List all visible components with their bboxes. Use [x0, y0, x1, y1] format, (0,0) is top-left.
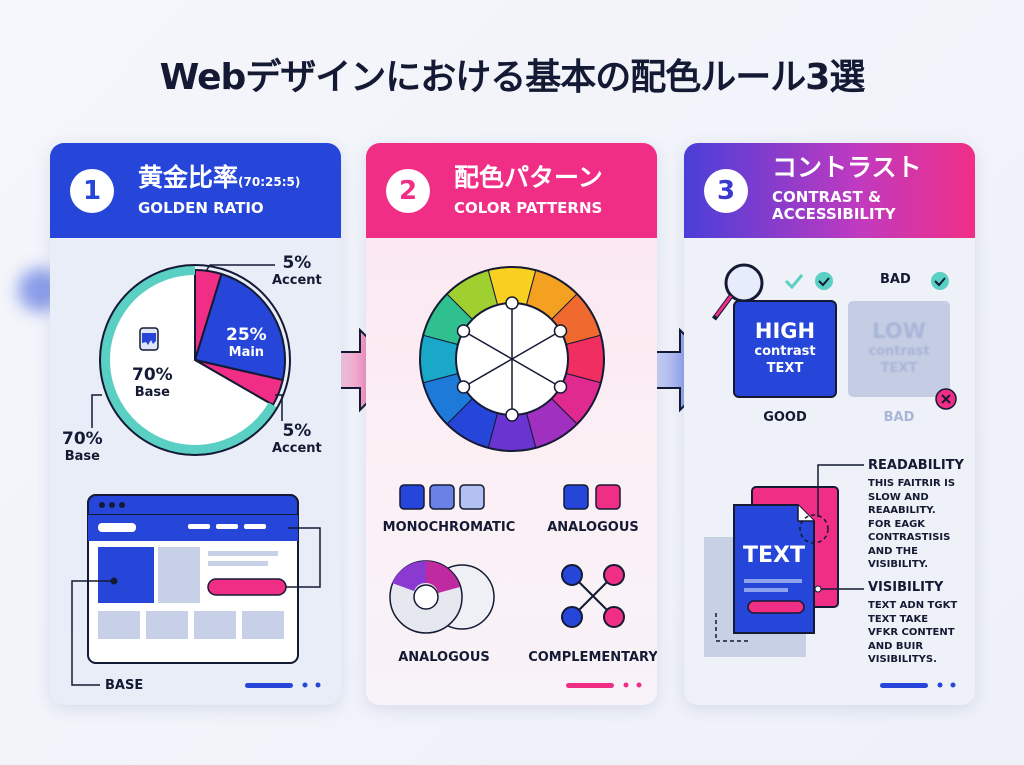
body-line: AND BUIR	[868, 640, 924, 652]
pie-label: Main	[228, 345, 265, 360]
body-line: FOR EAGK	[868, 518, 926, 530]
paint-bucket-icon	[139, 327, 159, 351]
analogous-wheel-icon	[389, 560, 495, 634]
document-icon	[733, 504, 815, 634]
high-contrast-sample: HIGH contrast TEXT	[754, 319, 816, 376]
pie-label-pct: 70%	[132, 365, 173, 385]
bad-caption: BAD	[883, 410, 915, 425]
step-number: 1	[70, 169, 114, 213]
base-label: BASE	[105, 678, 144, 693]
pie-label: Accent	[272, 273, 322, 288]
pie-label-pct: 5%	[282, 421, 312, 441]
golden-ratio-pie	[71, 264, 321, 688]
pie-slice-main	[193, 272, 286, 382]
panel-header: 2 配色パターン COLOR PATTERNS	[366, 143, 657, 238]
pattern-label: COMPLEMENTARY	[528, 650, 657, 665]
body-line: REAABILITY.	[868, 505, 936, 516]
step-number: 2	[386, 169, 430, 213]
panel-color-patterns: 2 配色パターン COLOR PATTERNS MONOCHROMATIC AN…	[366, 143, 657, 705]
analogous-swatches-icon	[563, 484, 621, 510]
page-title: Webデザインにおける基本の配色ルール3選	[159, 57, 866, 98]
wheel-node	[553, 324, 568, 338]
body-line: SLOW AND	[868, 491, 929, 503]
body-line: THIS FAITRIR IS	[868, 478, 956, 489]
body-line: CONTRASTISIS	[868, 532, 951, 543]
panel-title-en: COLOR PATTERNS	[454, 199, 603, 217]
complementary-diagram-icon	[561, 564, 625, 628]
panel-contrast: 3 コントラスト CONTRAST & ACCESSIBILITY BAD HIG…	[684, 143, 975, 705]
browser-mockup-icon	[71, 494, 321, 686]
body-line: AND THE	[868, 545, 918, 557]
body-line: VISIBILITYS.	[868, 654, 937, 665]
low-contrast-sample: LOW contrast TEXT	[868, 319, 930, 376]
pie-label-pct: 70%	[62, 429, 103, 449]
document-text: TEXT	[742, 543, 805, 568]
bad-top-label: BAD	[880, 272, 911, 287]
pie-label-pct: 5%	[282, 253, 312, 273]
pie-label-pct: 25%	[226, 325, 267, 345]
panel-header: 3 コントラスト CONTRAST & ACCESSIBILITY	[684, 143, 975, 238]
visibility-title: VISIBILITY	[868, 580, 944, 595]
step-number: 3	[704, 169, 748, 213]
panel-title-en: CONTRAST &	[772, 188, 882, 206]
panel-title-en: ACCESSIBILITY	[772, 205, 896, 223]
wheel-node	[505, 408, 519, 422]
check-icon	[934, 277, 946, 287]
pattern-label: MONOCHROMATIC	[382, 520, 516, 535]
contrast-illustration	[704, 263, 957, 688]
base-ring	[100, 265, 278, 455]
pattern-label: ANALOGOUS	[547, 520, 639, 535]
panel-title-jp: 黄金比率	[138, 163, 239, 192]
visibility-text: TEXT ADN TGKT TEXT TAKE VFKR CONTENT AND BU…	[868, 599, 957, 667]
body-line: TEXT ADN TGKT	[868, 600, 958, 611]
panel-title-jp: コントラスト	[772, 153, 922, 182]
pattern-label: ANALOGOUS	[398, 650, 490, 665]
good-caption: GOOD	[763, 410, 807, 425]
readability-title: READABILITY	[868, 458, 964, 473]
wheel-node	[505, 296, 519, 310]
pie-label: Base	[134, 385, 170, 400]
check-icon	[784, 274, 804, 290]
pie-label: Base	[64, 449, 100, 464]
body-line: TEXT TAKE	[868, 613, 929, 625]
panel-title-jp: 配色パターン	[454, 163, 603, 192]
ratio-label: (70:25:5)	[238, 175, 301, 189]
panel-title-en: GOLDEN RATIO	[138, 199, 264, 217]
panel-golden-ratio: 1 黄金比率(70:25:5) GOLDEN RATIO 5% Accent 25…	[50, 143, 341, 705]
body-line: VISIBILITY.	[868, 559, 929, 570]
body-line: VFKR CONTENT	[868, 627, 955, 638]
wheel-node	[553, 380, 568, 394]
panel-header: 1 黄金比率(70:25:5) GOLDEN RATIO	[50, 143, 341, 238]
readability-text: THIS FAITRIR IS SLOW AND REAABILITY. FOR EA…	[868, 477, 955, 572]
pie-label: Accent	[272, 441, 322, 456]
monochromatic-swatches-icon	[399, 484, 485, 510]
wheel-node	[456, 324, 471, 338]
check-icon	[818, 277, 830, 287]
wheel-node	[456, 380, 471, 394]
color-wheel-icon	[389, 266, 642, 688]
close-icon	[941, 394, 951, 404]
